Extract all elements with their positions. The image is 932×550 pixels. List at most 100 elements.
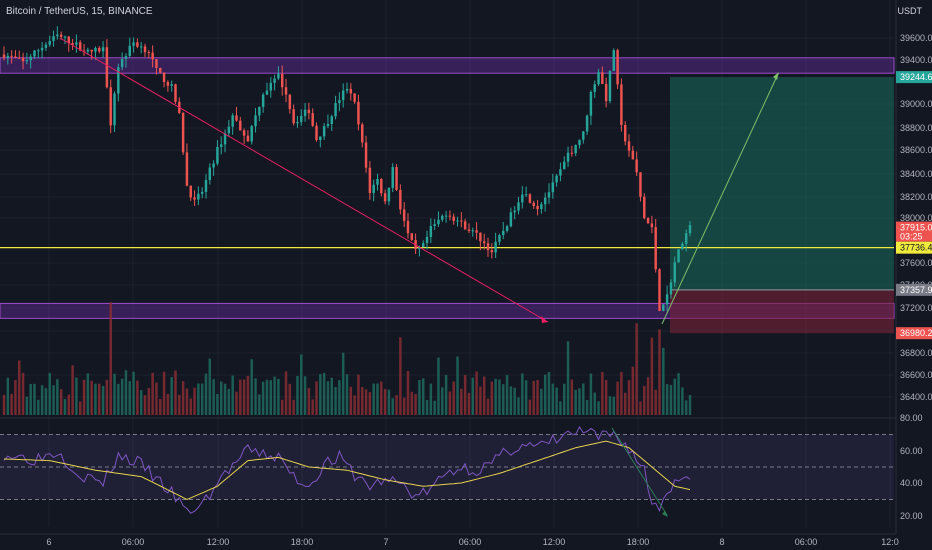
candle-body xyxy=(650,223,654,228)
price-tick-label: 38400.00 xyxy=(900,169,932,179)
candle-body xyxy=(475,230,478,233)
volume-bar xyxy=(25,396,29,415)
candle-body xyxy=(21,57,25,62)
volume-bar xyxy=(250,359,253,415)
rsi-tick-label: 20.00 xyxy=(900,511,923,521)
candle-body xyxy=(673,262,676,283)
candle-body xyxy=(597,72,600,85)
volume-bar xyxy=(368,392,372,415)
volume-bar xyxy=(319,374,322,415)
volume-bar xyxy=(353,395,356,415)
candle-body xyxy=(608,70,612,102)
candle-body xyxy=(482,241,486,244)
volume-bar xyxy=(334,387,337,415)
candle-body xyxy=(429,226,433,237)
volume-bar xyxy=(44,388,48,415)
volume-bar xyxy=(185,388,189,415)
candle-body xyxy=(204,180,208,192)
candle-body xyxy=(387,187,391,202)
volume-bar xyxy=(364,389,368,415)
volume-bar xyxy=(574,389,577,415)
volume-bar xyxy=(387,389,391,415)
volume-bar xyxy=(608,396,612,415)
candle-body xyxy=(63,36,67,38)
candle-body xyxy=(341,90,345,101)
candle-body xyxy=(254,115,257,127)
volume-bar xyxy=(513,387,516,415)
volume-bar xyxy=(6,377,10,415)
volume-bar xyxy=(322,372,326,415)
candle-body xyxy=(29,56,32,61)
volume-bar xyxy=(673,378,676,415)
symbol-name[interactable]: Bitcoin / TetherUS xyxy=(6,6,86,17)
candle-body xyxy=(559,169,562,176)
volume-bar xyxy=(86,373,90,415)
candle-body xyxy=(665,294,669,305)
volume-bar xyxy=(547,371,551,415)
volume-bar xyxy=(597,401,600,415)
volume-bar xyxy=(540,388,543,415)
candle-body xyxy=(78,42,82,51)
candle-body xyxy=(578,139,581,146)
volume-bar xyxy=(261,381,265,415)
volume-bar xyxy=(578,388,581,415)
downtrend-arrowhead xyxy=(541,316,548,323)
candle-body xyxy=(509,212,513,227)
volume-bar xyxy=(254,378,257,415)
volume-bar xyxy=(521,373,524,415)
candle-body xyxy=(166,81,170,86)
candle-body xyxy=(94,48,97,52)
volume-bar xyxy=(341,352,345,415)
candle-body xyxy=(265,90,269,95)
candle-body xyxy=(261,94,265,107)
rsi-trend-arrowhead xyxy=(662,511,668,517)
candle-body xyxy=(303,109,307,116)
rsi-line xyxy=(3,426,691,514)
price-tick-label: 38000.00 xyxy=(900,213,932,223)
volume-bar xyxy=(361,387,364,415)
volume-bar xyxy=(437,357,440,415)
candle-body xyxy=(235,115,238,121)
volume-bar xyxy=(639,401,642,415)
volume-bar xyxy=(418,379,421,415)
candle-body xyxy=(223,133,227,145)
volume-bar xyxy=(265,379,269,415)
volume-bar xyxy=(349,386,353,415)
volume-bar xyxy=(174,370,177,415)
candle-body xyxy=(239,120,242,131)
volume-bar xyxy=(307,387,311,415)
candle-body xyxy=(490,250,494,253)
interval-label[interactable]: 15 xyxy=(91,6,103,17)
volume-bar xyxy=(189,398,192,415)
volume-bar xyxy=(391,398,394,415)
price-label-entry: 37357.97 xyxy=(900,285,932,295)
candle-body xyxy=(90,49,93,52)
candle-body xyxy=(399,189,402,210)
candle-body xyxy=(284,87,288,95)
volume-bar xyxy=(421,378,425,415)
candle-body xyxy=(48,41,51,45)
volume-bar xyxy=(467,392,471,415)
candle-body xyxy=(288,94,292,110)
volume-bar xyxy=(178,394,181,415)
candle-body xyxy=(128,45,131,56)
volume-bar xyxy=(441,387,444,415)
volume-bar xyxy=(231,375,234,415)
candle-body xyxy=(517,202,520,211)
candle-body xyxy=(593,84,596,92)
candle-body xyxy=(315,125,318,140)
volume-bar xyxy=(498,379,501,415)
time-tick-label: 06:00 xyxy=(795,537,818,547)
volume-bar xyxy=(646,377,650,415)
candle-body xyxy=(59,34,63,37)
volume-bar xyxy=(166,393,170,415)
candle-body xyxy=(33,50,36,57)
candle-body xyxy=(86,49,90,52)
volume-bar xyxy=(147,387,151,415)
price-tick-label: 36800.00 xyxy=(900,348,932,358)
volume-bar xyxy=(311,399,314,415)
volume-bar xyxy=(101,385,105,415)
volume-bar xyxy=(90,380,93,415)
volume-bar xyxy=(383,388,387,415)
